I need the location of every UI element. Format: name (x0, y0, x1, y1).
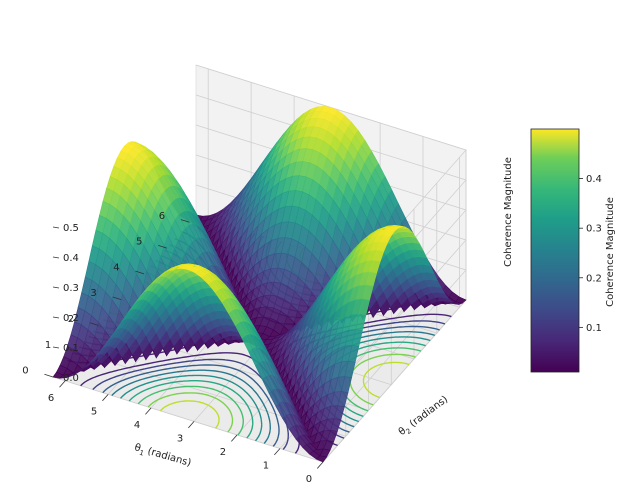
z-tick-label: 0.5 (63, 223, 79, 234)
y-tick-label: 6 (159, 211, 165, 222)
x-tick (317, 461, 324, 469)
z-tick-label: 0.3 (63, 283, 79, 294)
x-tick-label: 3 (177, 433, 183, 444)
z-axis-title: Coherence Magnitude (503, 157, 514, 267)
colorbar-gradient (530, 128, 580, 373)
y-tick (135, 270, 145, 275)
y-tick-label: 0 (22, 366, 28, 377)
z-tick (52, 256, 60, 259)
y-tick (180, 219, 190, 223)
axis-ticks: 0 1 2 3 4 5 6 0 1 2 3 4 5 6 0.0 0.1 0.2 0.3 0.4 0.5 (22, 211, 324, 485)
colorbar-title: Coherence Magnitude (605, 197, 616, 307)
colorbar-ticks: 0.1 0.2 0.3 0.4 (579, 174, 602, 334)
z-tick (52, 286, 60, 289)
y-tick (44, 373, 54, 378)
surface-mesh (52, 105, 467, 463)
y-tick-label: 4 (113, 262, 119, 273)
z-tick (52, 346, 60, 349)
y-tick-label: 3 (90, 288, 96, 299)
x-tick-label: 4 (134, 420, 140, 431)
z-tick (52, 226, 60, 229)
x-tick-label: 5 (91, 406, 97, 417)
x-tick (102, 394, 109, 402)
z-tick-label: 0.1 (63, 343, 79, 354)
colorbar-tick-label: 0.3 (586, 224, 602, 235)
z-tick (52, 316, 60, 319)
z-tick (52, 376, 60, 379)
colorbar-tick-label: 0.1 (586, 323, 602, 334)
y-tick-label: 1 (45, 340, 51, 351)
x-tick-label: 2 (220, 447, 226, 458)
colorbar-tick-label: 0.2 (586, 273, 602, 284)
colorbar-tick-label: 0.4 (586, 174, 602, 185)
x-tick (231, 434, 238, 442)
x-axis-title: θ1 (radians) (132, 442, 192, 471)
x-tick-label: 0 (306, 474, 312, 485)
z-tick-label: 0.2 (63, 313, 79, 324)
x-tick (145, 407, 152, 415)
y-tick (112, 296, 122, 301)
colorbar: 0.1 0.2 0.3 0.4 Coherence Magnitude (530, 128, 616, 373)
x-tick-label: 1 (263, 461, 269, 472)
x-tick (59, 380, 66, 388)
y-axis-title: θ2 (radians) (397, 394, 452, 440)
z-tick-label: 0.0 (63, 373, 79, 384)
x-tick (274, 448, 281, 456)
x-tick-label: 6 (48, 393, 54, 404)
z-tick-label: 0.4 (63, 253, 79, 264)
y-tick-label: 5 (136, 237, 142, 248)
y-tick (89, 322, 99, 326)
y-tick-label: 2 (68, 314, 74, 325)
y-tick (67, 348, 76, 352)
x-tick (188, 421, 195, 429)
y-tick (158, 244, 167, 249)
